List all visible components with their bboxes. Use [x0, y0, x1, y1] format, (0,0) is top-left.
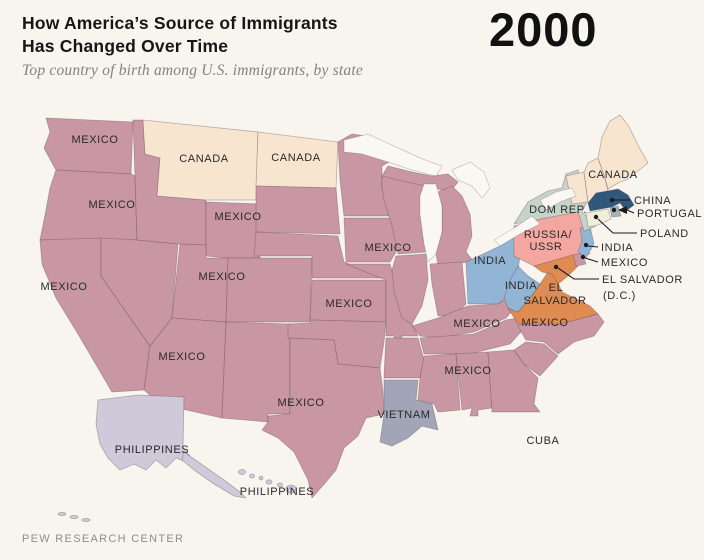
- page-title-line1: How America’s Source of Immigrants: [22, 13, 338, 33]
- callout-line: [626, 209, 635, 214]
- callout-line: [584, 257, 599, 263]
- lake-huron: [451, 161, 491, 199]
- al aska-aleutian-island: [81, 518, 91, 523]
- callout-dot: [611, 207, 617, 213]
- callout-dot: [593, 214, 599, 220]
- state-west-virginia: [503, 265, 541, 313]
- state-hawaii-island: [265, 479, 273, 485]
- map-label: DOM REP.: [529, 204, 587, 216]
- map-label: MEXICO: [41, 281, 88, 293]
- callout-arrowhead-icon: [618, 206, 627, 214]
- map-label: (D.C.): [603, 290, 636, 302]
- page-title: How America’s Source of Immigrants Has C…: [22, 12, 442, 58]
- map-label: MEXICO: [278, 397, 325, 409]
- map-label: MEXICO: [445, 365, 492, 377]
- map-label: CANADA: [271, 152, 321, 164]
- state-alaska-panhandle: [181, 451, 247, 499]
- state-colorado: [225, 257, 313, 323]
- state-south-carolina: [513, 341, 559, 377]
- state-maine: [597, 114, 649, 190]
- state-hawaii-island: [249, 473, 255, 479]
- map-label: CUBA: [527, 435, 560, 447]
- state-hawaii-island: [277, 482, 283, 488]
- state-alabama: [455, 351, 493, 417]
- callout-dot: [609, 197, 615, 203]
- state-mississippi: [417, 353, 461, 413]
- callout-dot: [553, 264, 559, 270]
- page-title-line2: Has Changed Over Time: [22, 35, 229, 56]
- state-indiana: [429, 261, 467, 317]
- map-label: INDIA: [474, 255, 506, 267]
- state-alaska: [95, 394, 191, 471]
- map-label: MEXICO: [215, 211, 262, 223]
- map-label: MEXICO: [365, 242, 412, 254]
- state-illinois: [391, 253, 429, 325]
- map-label: MEXICO: [72, 134, 119, 146]
- map-label: MEXICO: [522, 317, 569, 329]
- map-label: PHILIPPINES: [115, 444, 189, 456]
- map-label: MEXICO: [601, 257, 648, 269]
- map-label: USSR: [530, 241, 563, 253]
- state-nebraska: [253, 231, 385, 279]
- alaska-aleutian-island: [57, 512, 67, 517]
- state-arkansas: [383, 337, 425, 379]
- map-label: SALVADOR: [523, 295, 586, 307]
- map-label: MEXICO: [454, 318, 501, 330]
- map-label: MEXICO: [326, 298, 373, 310]
- state-texas: [261, 337, 385, 499]
- state-iowa: [343, 217, 399, 263]
- lake-erie: [493, 215, 541, 247]
- lake-michigan: [419, 183, 443, 263]
- state-hawaii-island: [285, 484, 297, 494]
- state-washington: [43, 117, 134, 175]
- map-label: POLAND: [640, 228, 689, 240]
- map-label: EL SALVADOR: [602, 274, 683, 286]
- state-louisiana: [379, 379, 439, 447]
- callout-dot: [580, 254, 586, 260]
- source-attribution: PEW RESEARCH CENTER: [22, 533, 185, 545]
- map-label: MEXICO: [199, 271, 246, 283]
- map-label: INDIA: [601, 242, 633, 254]
- map-label: MEXICO: [159, 351, 206, 363]
- map-label: CANADA: [179, 153, 229, 165]
- state-hawaii-island: [258, 475, 264, 481]
- map-label: MEXICO: [89, 199, 136, 211]
- map-label: EL: [549, 282, 564, 294]
- subtitle: Top country of birth among U.S. immigran…: [22, 62, 363, 79]
- map-label: CANADA: [588, 169, 638, 181]
- map-label: CHINA: [634, 195, 671, 207]
- state-hawaii-island: [238, 469, 246, 475]
- callout-line: [587, 245, 599, 248]
- alaska-aleutian-island: [69, 515, 79, 520]
- year-label: 2000: [489, 3, 598, 56]
- callout-line: [557, 267, 599, 280]
- map-label: VIETNAM: [377, 409, 430, 421]
- map-label: INDIA: [505, 280, 537, 292]
- state-connecticut: [585, 208, 612, 228]
- callout-line: [597, 218, 637, 234]
- lake-superior: [343, 133, 443, 177]
- map-label: RUSSIA/: [524, 229, 573, 241]
- callout-dot: [583, 242, 589, 248]
- map-label: PORTUGAL: [637, 208, 702, 220]
- map-label: PHILIPPINES: [240, 486, 314, 498]
- state-south-dakota: [255, 185, 341, 235]
- lake-ontario: [539, 187, 577, 211]
